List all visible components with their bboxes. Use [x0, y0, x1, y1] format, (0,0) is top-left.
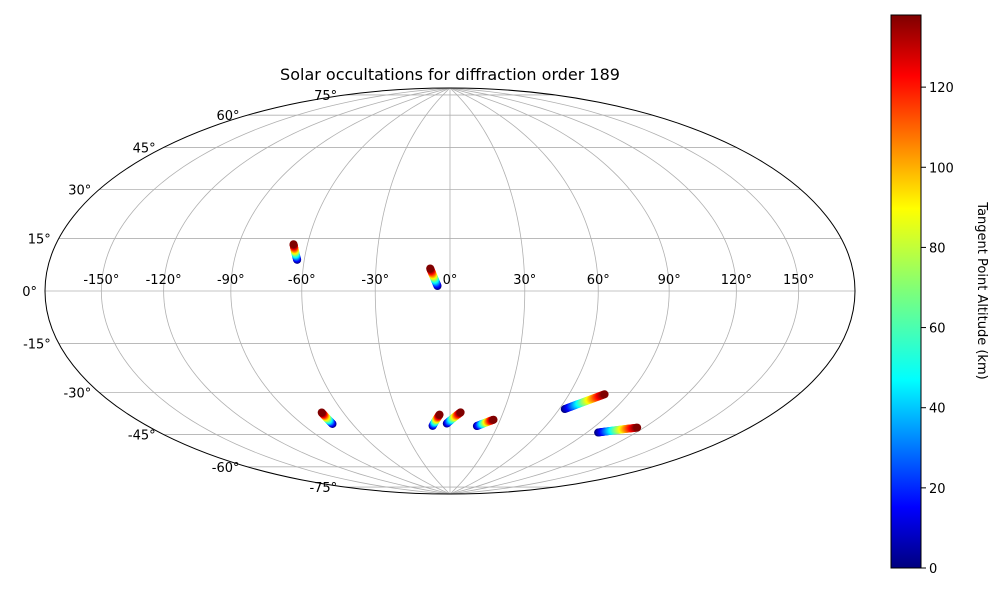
longitude-tick-label: -150° [83, 273, 119, 288]
occultation-point [456, 408, 465, 417]
latitude-tick-label: -75° [309, 481, 337, 496]
colorbar-tick-label: 80 [929, 241, 946, 256]
longitude-tick-label: 120° [721, 273, 752, 288]
colorbar-tick-label: 120 [929, 81, 954, 96]
latitude-tick-label: 15° [28, 232, 51, 247]
colorbar-label: Tangent Point Altitude (km) [974, 201, 989, 379]
colorbar [890, 14, 922, 569]
latitude-tick-label: 75° [314, 89, 337, 104]
colorbar-tick-label: 20 [929, 482, 946, 497]
occultation-point [435, 410, 444, 419]
longitude-tick-label: -30° [361, 273, 389, 288]
latitude-tick-label: 60° [216, 109, 239, 124]
longitude-tick-label: 150° [783, 273, 814, 288]
occultation-point [289, 240, 298, 249]
latitude-tick-label: -45° [128, 429, 156, 444]
occultation-points [289, 240, 642, 437]
longitude-tick-label: 0° [443, 273, 458, 288]
longitude-tick-label: -90° [217, 273, 245, 288]
occultation-point [317, 408, 326, 417]
latitude-tick-label: 0° [22, 285, 37, 300]
latitude-tick-label: -15° [23, 338, 51, 353]
colorbar-tick-label: 0 [929, 562, 937, 577]
occultation-point [426, 264, 435, 273]
chart-title: Solar occultations for diffraction order… [280, 65, 620, 84]
colorbar-tick-label: 40 [929, 402, 946, 417]
occultation-point [489, 415, 498, 424]
latitude-tick-labels: 75° 60° 45° 30° 15° 0° -15° -30° -45° -60° -75° [22, 89, 337, 496]
graticule [45, 88, 855, 494]
colorbar-tick-label: 60 [929, 322, 946, 337]
longitude-tick-label: -60° [288, 273, 316, 288]
longitude-tick-label: 60° [587, 273, 610, 288]
latitude-tick-label: -30° [64, 387, 92, 402]
latitude-tick-label: -60° [212, 461, 240, 476]
colorbar-ticks: 0 20 40 60 80 100 120 [921, 81, 954, 577]
latitude-tick-label: 30° [68, 184, 91, 199]
longitude-tick-label: 30° [513, 273, 536, 288]
latitude-tick-label: 45° [133, 141, 156, 156]
colorbar-tick-label: 100 [929, 161, 954, 176]
occultation-point [600, 390, 609, 399]
longitude-tick-label: -120° [146, 273, 182, 288]
longitude-tick-labels: -150° -120° -90° -60° -30° 0° 30° 60° 90° 120° 150… [83, 273, 814, 288]
longitude-tick-label: 90° [658, 273, 681, 288]
map-boundary [44, 87, 856, 495]
occultation-point [633, 423, 642, 432]
